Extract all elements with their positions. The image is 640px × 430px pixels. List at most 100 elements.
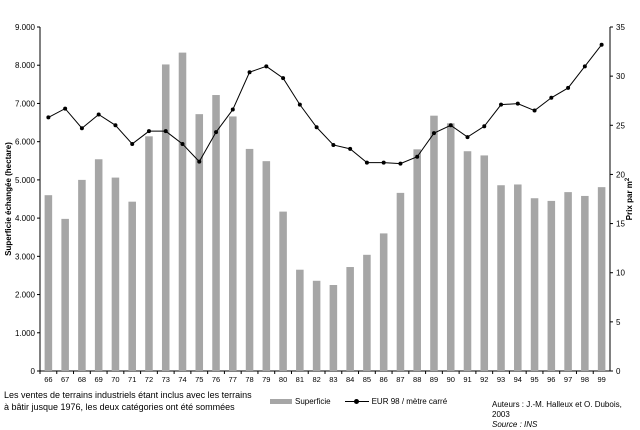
bar-superficie: [581, 195, 589, 371]
bar-superficie: [413, 149, 421, 371]
right-tick-label: 20: [616, 170, 625, 179]
bar-superficie: [178, 52, 187, 372]
bar-superficie: [446, 123, 455, 371]
line-price-point: [230, 107, 235, 112]
x-tick-label: 79: [262, 375, 270, 384]
bar-superficie: [463, 151, 472, 371]
y2-axis-label: Prix par m2: [625, 177, 634, 220]
line-price-point: [214, 130, 219, 135]
line-price-point: [264, 64, 269, 69]
legend-line-swatch: [344, 398, 369, 406]
line-price-point: [113, 123, 118, 128]
right-tick-label: 15: [616, 220, 625, 229]
legend: Superficie EUR 98 / mètre carré: [270, 397, 447, 406]
x-tick-label: 86: [380, 375, 388, 384]
credits: Auteurs : J.-M. Halleux et O. Dubois, 20…: [492, 400, 640, 430]
line-price: [48, 44, 603, 165]
line-price-point: [582, 64, 587, 69]
right-tick-label: 35: [616, 23, 625, 32]
bar-superficie: [245, 148, 254, 371]
right-tick-label: 25: [616, 121, 625, 130]
line-price-point: [46, 115, 51, 120]
legend-label-price: EUR 98 / mètre carré: [371, 397, 448, 406]
x-tick-label: 95: [530, 375, 538, 384]
line-price-point: [364, 160, 369, 165]
line-price-point: [247, 70, 252, 75]
x-tick-label: 96: [547, 375, 555, 384]
x-tick-label: 82: [312, 375, 320, 384]
line-price-point: [415, 154, 420, 159]
x-tick-label: 94: [514, 375, 522, 384]
x-tick-label: 92: [480, 375, 488, 384]
bar-superficie: [279, 211, 287, 371]
bar-superficie: [480, 155, 489, 371]
left-tick-label: 0: [31, 367, 36, 376]
x-tick-label: 78: [245, 375, 253, 384]
bar-superficie: [145, 136, 153, 371]
bar-superficie: [161, 64, 170, 372]
bar-superficie: [430, 115, 438, 371]
x-tick-label: 87: [396, 375, 404, 384]
x-tick-label: 88: [413, 375, 421, 384]
x-tick-label: 84: [346, 375, 354, 384]
bar-superficie: [195, 114, 204, 371]
left-tick-label: 3.000: [15, 252, 36, 261]
y2-axis-label-main: Prix par m: [625, 181, 634, 220]
bar-superficie: [329, 285, 338, 371]
y2-axis-label-superscript: 2: [625, 177, 631, 181]
line-price-point: [163, 129, 168, 134]
x-tick-label: 70: [111, 375, 119, 384]
bar-superficie: [128, 201, 136, 371]
x-tick-label: 69: [95, 375, 103, 384]
authors-text: Auteurs : J.-M. Halleux et O. Dubois, 20…: [492, 400, 622, 419]
bar-superficie: [547, 200, 556, 371]
bar-superficie: [312, 280, 321, 371]
left-tick-label: 5.000: [15, 176, 36, 185]
x-tick-label: 76: [212, 375, 220, 384]
line-price-point: [381, 160, 386, 165]
bar-superficie: [61, 218, 69, 371]
bar-superficie: [597, 187, 606, 371]
line-price-point: [515, 101, 520, 106]
bar-superficie: [262, 161, 271, 371]
x-tick-label: 71: [128, 375, 136, 384]
bar-superficie: [229, 116, 237, 371]
x-tick-label: 80: [279, 375, 287, 384]
bar-superficie: [564, 192, 572, 371]
x-tick-label: 83: [329, 375, 337, 384]
bar-superficie: [44, 195, 53, 371]
x-tick-label: 67: [61, 375, 69, 384]
line-price-point: [96, 112, 101, 117]
footnote: Les ventes de terrains industriels étant…: [4, 390, 252, 412]
right-tick-label: 10: [616, 269, 625, 278]
bar-superficie: [514, 184, 522, 371]
left-tick-label: 2.000: [15, 291, 36, 300]
line-price-point: [79, 126, 84, 131]
line-price-point: [180, 141, 185, 146]
line-price-point: [197, 159, 202, 164]
left-tick-label: 1.000: [15, 329, 36, 338]
x-tick-label: 99: [597, 375, 605, 384]
line-price-point: [348, 146, 353, 151]
x-tick-label: 97: [564, 375, 572, 384]
x-tick-label: 68: [78, 375, 86, 384]
bar-superficie: [363, 254, 371, 371]
line-price-point: [146, 129, 151, 134]
line-price-point: [281, 76, 286, 81]
x-tick-label: 89: [430, 375, 438, 384]
line-price-point: [297, 102, 302, 107]
x-tick-label: 98: [581, 375, 589, 384]
left-tick-label: 6.000: [15, 138, 36, 147]
line-price-point: [482, 124, 487, 129]
line-price-point: [549, 95, 554, 100]
line-price-point: [63, 106, 68, 111]
line-price-point: [599, 42, 604, 47]
y-axis-label: Superficie échangée (hectare): [4, 142, 13, 256]
x-tick-label: 72: [145, 375, 153, 384]
x-tick-label: 66: [44, 375, 52, 384]
line-price-point: [448, 123, 453, 128]
x-tick-label: 74: [178, 375, 186, 384]
line-price-point: [566, 85, 571, 90]
x-tick-label: 90: [447, 375, 455, 384]
